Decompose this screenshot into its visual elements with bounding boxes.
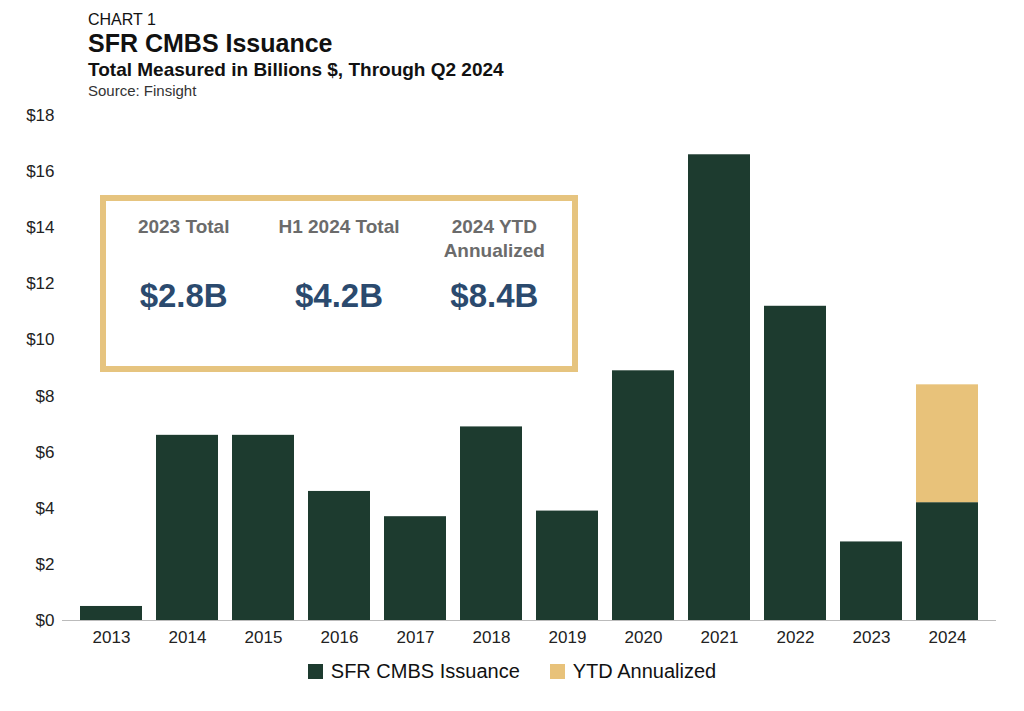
svg-text:2013: 2013: [93, 628, 131, 647]
svg-text:2022: 2022: [777, 628, 815, 647]
svg-text:$6: $6: [36, 443, 55, 462]
html-text:SFR CMBS Issuance: SFR CMBS Issuance: [330, 660, 520, 682]
html-text:H1 2024 Total: H1 2024 Total: [278, 216, 400, 237]
html-text:$2.8B: $2.8B: [139, 277, 228, 314]
svg-text:2019: 2019: [549, 628, 587, 647]
svg-text:$16: $16: [26, 162, 54, 181]
svg-text:$12: $12: [26, 274, 54, 293]
svg-text:2014: 2014: [169, 628, 207, 647]
svg-text:$14: $14: [26, 218, 54, 237]
svg-text:2023: 2023: [853, 628, 891, 647]
svg-text:2015: 2015: [245, 628, 283, 647]
html-text:$8.4B: $8.4B: [450, 277, 539, 314]
html-text:2023 Total: 2023 Total: [137, 216, 230, 237]
svg-text:$18: $18: [26, 106, 54, 125]
html-text:2024 YTD Annualized: 2024 YTD Annualized: [443, 216, 545, 261]
svg-text:2016: 2016: [321, 628, 359, 647]
svg-text:$10: $10: [26, 330, 54, 349]
svg-text:$8: $8: [36, 386, 55, 405]
html-text:$4.2B: $4.2B: [295, 277, 383, 314]
svg-text:2018: 2018: [473, 628, 511, 647]
svg-text:$0: $0: [36, 611, 55, 630]
html-text:Source: Finsight: Source: Finsight: [88, 82, 197, 99]
svg-text:$4: $4: [36, 499, 55, 518]
html-text:Total Measured in Billions $,: Total Measured in Billions $, Through Q2…: [88, 59, 504, 80]
svg-text:$2: $2: [36, 555, 55, 574]
svg-text:2020: 2020: [625, 628, 663, 647]
svg-text:2024: 2024: [929, 628, 967, 647]
html-text:CHART 1: CHART 1: [88, 11, 156, 28]
svg-text:2021: 2021: [701, 628, 739, 647]
html-text:YTD Annualized: YTD Annualized: [572, 660, 717, 682]
svg-text:2017: 2017: [397, 628, 435, 647]
html-text:SFR CMBS Issuance: SFR CMBS Issuance: [88, 29, 333, 57]
